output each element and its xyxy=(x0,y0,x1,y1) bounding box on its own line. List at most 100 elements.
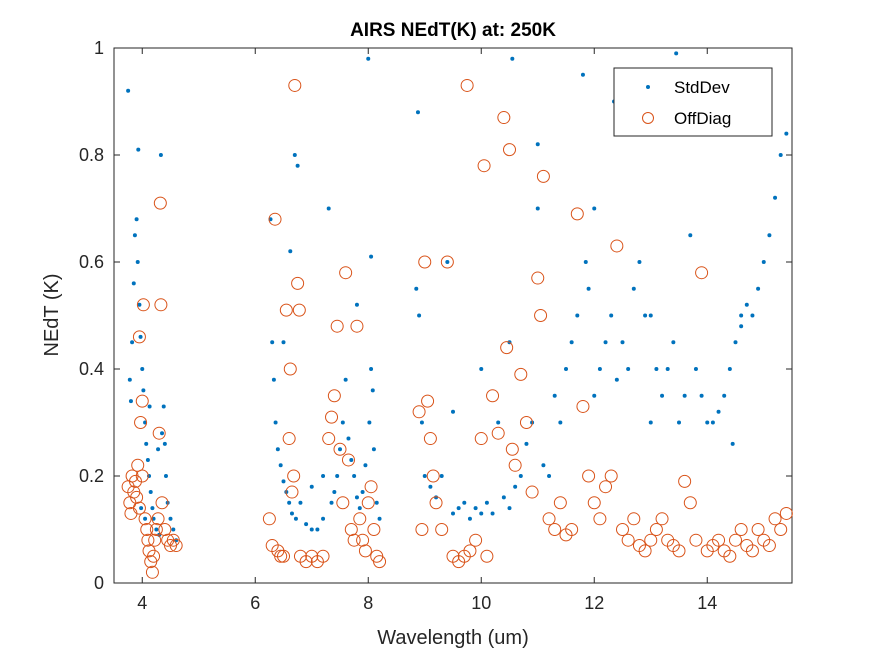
data-point-offdiag xyxy=(486,389,500,403)
data-point-offdiag xyxy=(283,362,297,376)
data-point-stddev xyxy=(535,142,540,147)
data-point-stddev xyxy=(154,527,159,532)
data-point-stddev xyxy=(524,441,529,446)
data-point-stddev xyxy=(287,500,292,505)
data-point-offdiag xyxy=(138,512,152,526)
x-tick-label: 12 xyxy=(584,593,604,613)
data-point-offdiag xyxy=(132,501,146,515)
data-point-stddev xyxy=(349,457,354,462)
data-point-stddev xyxy=(343,377,348,382)
data-point-offdiag xyxy=(325,410,339,424)
data-point-stddev xyxy=(541,463,546,468)
data-point-stddev xyxy=(456,506,461,511)
data-point-offdiag xyxy=(322,432,336,446)
data-point-offdiag xyxy=(339,266,353,280)
data-point-offdiag xyxy=(695,266,709,280)
plot-area xyxy=(113,47,793,584)
data-point-stddev xyxy=(298,500,303,505)
data-point-stddev xyxy=(761,260,766,264)
legend-box xyxy=(613,67,773,137)
data-point-offdiag xyxy=(341,453,355,467)
data-point-stddev xyxy=(552,393,557,398)
data-point-offdiag xyxy=(282,432,296,446)
data-point-offdiag xyxy=(779,506,793,520)
data-point-offdiag xyxy=(158,523,172,536)
data-point-stddev xyxy=(309,527,314,532)
data-point-offdiag xyxy=(155,496,169,510)
data-point-stddev xyxy=(451,511,455,516)
data-point-offdiag xyxy=(519,416,533,429)
x-tick-label: 10 xyxy=(471,593,491,613)
data-point-offdiag xyxy=(463,544,477,558)
data-point-stddev xyxy=(363,463,368,468)
data-point-offdiag xyxy=(364,480,378,494)
data-point-stddev xyxy=(637,260,642,264)
data-point-offdiag xyxy=(503,143,516,157)
data-point-stddev xyxy=(371,447,376,452)
y-tick-label: 0.8 xyxy=(79,145,104,165)
data-point-offdiag xyxy=(514,367,528,381)
data-point-stddev xyxy=(462,500,467,505)
data-point-offdiag xyxy=(262,512,276,526)
data-point-stddev xyxy=(145,457,150,462)
chart-title: AIRS NEdT(K) at: 250K xyxy=(350,20,556,41)
data-point-stddev xyxy=(128,399,133,404)
data-point-stddev xyxy=(369,367,374,371)
data-point-stddev xyxy=(643,313,648,318)
data-point-stddev xyxy=(722,393,727,398)
data-point-offdiag xyxy=(426,469,440,483)
data-point-stddev xyxy=(137,302,142,307)
data-point-stddev xyxy=(335,474,340,478)
data-point-stddev xyxy=(773,195,778,200)
data-point-stddev xyxy=(564,367,568,371)
legend-marker-stddev xyxy=(646,85,650,89)
data-point-stddev xyxy=(583,260,588,264)
data-point-stddev xyxy=(665,367,670,371)
data-point-offdiag xyxy=(418,255,432,269)
data-point-stddev xyxy=(677,420,681,425)
data-point-stddev xyxy=(304,522,309,527)
data-point-stddev xyxy=(326,206,331,211)
y-tick-label: 0.6 xyxy=(79,252,104,272)
data-point-offdiag xyxy=(440,255,454,269)
data-point-stddev xyxy=(278,463,283,468)
data-point-offdiag xyxy=(500,341,514,355)
data-point-offdiag xyxy=(548,523,562,536)
data-point-offdiag xyxy=(582,469,596,483)
data-point-offdiag xyxy=(288,78,302,92)
data-point-stddev xyxy=(136,147,141,152)
data-point-offdiag xyxy=(132,330,146,344)
data-point-offdiag xyxy=(638,544,652,558)
data-point-offdiag xyxy=(534,309,548,322)
data-point-offdiag xyxy=(762,539,776,553)
data-point-stddev xyxy=(674,51,679,56)
data-point-offdiag xyxy=(140,523,154,536)
data-point-stddev xyxy=(518,474,523,478)
data-point-offdiag xyxy=(353,512,367,526)
data-point-offdiag xyxy=(689,533,703,547)
data-point-offdiag xyxy=(570,207,584,221)
data-point-stddev xyxy=(158,153,163,157)
data-point-offdiag xyxy=(469,533,483,547)
data-point-stddev xyxy=(710,420,715,425)
axis-ticks: 4 6 8 10 12 14 0 0.2 0.4 0.6 0.8 1 xyxy=(79,38,792,613)
data-point-stddev xyxy=(293,516,298,521)
x-tick-label: 8 xyxy=(363,593,373,613)
x-tick-label: 14 xyxy=(697,593,717,613)
data-point-offdiag xyxy=(336,496,350,510)
data-point-offdiag xyxy=(145,565,159,579)
data-point-offdiag xyxy=(423,432,437,446)
data-point-stddev xyxy=(131,281,136,286)
data-point-offdiag xyxy=(361,496,375,510)
data-point-offdiag xyxy=(358,544,372,558)
data-point-stddev xyxy=(484,500,489,505)
data-point-stddev xyxy=(321,474,326,478)
data-point-stddev xyxy=(377,516,382,521)
data-point-stddev xyxy=(439,474,444,478)
data-point-offdiag xyxy=(435,523,449,536)
y-axis-title: NEdT (K) xyxy=(41,274,63,357)
data-point-stddev xyxy=(547,474,552,478)
data-point-stddev xyxy=(354,302,359,307)
data-point-offdiag xyxy=(429,496,443,510)
